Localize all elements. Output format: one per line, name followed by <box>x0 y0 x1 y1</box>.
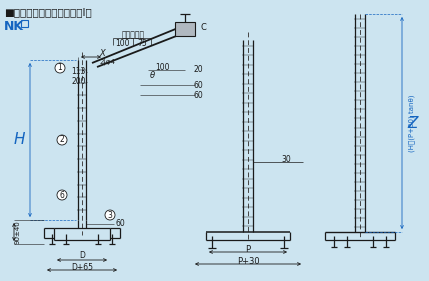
Text: 60: 60 <box>193 80 203 90</box>
Text: 90±40: 90±40 <box>15 220 21 244</box>
Text: ベルト上面: ベルト上面 <box>121 31 145 40</box>
Text: 20: 20 <box>193 65 202 74</box>
Text: C: C <box>200 22 206 31</box>
Circle shape <box>57 135 67 145</box>
Text: P: P <box>245 244 251 253</box>
Text: H: H <box>13 133 25 148</box>
Text: 200: 200 <box>72 78 86 87</box>
Circle shape <box>57 190 67 200</box>
Text: 30: 30 <box>281 155 291 164</box>
Text: 100: 100 <box>155 62 169 71</box>
Text: NK: NK <box>4 20 24 33</box>
Text: Z: Z <box>407 115 417 130</box>
Text: 2-φ4: 2-φ4 <box>100 59 116 65</box>
Text: 75: 75 <box>137 38 147 47</box>
Text: 6: 6 <box>60 191 64 200</box>
Text: 100: 100 <box>115 38 129 47</box>
Text: 3: 3 <box>108 210 112 219</box>
Text: 113: 113 <box>72 67 86 76</box>
Text: P+30: P+30 <box>237 257 259 266</box>
Circle shape <box>105 210 115 220</box>
Text: 60: 60 <box>115 219 125 228</box>
Text: ■傘斜用コンベヤスタンドI型: ■傘斜用コンベヤスタンドI型 <box>4 7 92 17</box>
Bar <box>21 20 28 27</box>
Text: (H＋(P+30) tanθ): (H＋(P+30) tanθ) <box>409 94 415 152</box>
Text: 2: 2 <box>60 135 64 144</box>
Circle shape <box>55 63 65 73</box>
Text: D+65: D+65 <box>71 262 93 271</box>
Text: X: X <box>99 49 105 58</box>
Text: D: D <box>79 250 85 259</box>
Text: θ: θ <box>149 71 154 80</box>
Text: 1: 1 <box>57 64 62 72</box>
Text: 60: 60 <box>193 90 203 99</box>
Bar <box>175 22 195 36</box>
